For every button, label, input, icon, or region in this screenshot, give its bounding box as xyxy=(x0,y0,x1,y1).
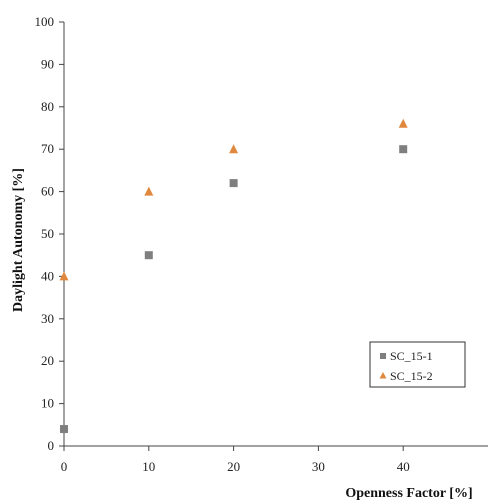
legend: SC_15-1 SC_15-2 xyxy=(369,341,466,388)
y-axis: 0 10 20 30 40 50 60 70 80 90 100 xyxy=(35,14,65,453)
y-tick-label: 100 xyxy=(35,14,55,29)
data-point-sc-15-1 xyxy=(60,425,68,434)
x-tick-label: 0 xyxy=(61,459,68,474)
y-tick-label: 0 xyxy=(48,438,55,453)
y-axis-title: Daylight Autonomy [%] xyxy=(11,168,26,312)
data-point-sc-15-2 xyxy=(59,271,69,281)
data-point-sc-15-1 xyxy=(229,179,238,188)
y-tick-label: 60 xyxy=(41,184,54,199)
x-tick-label: 20 xyxy=(227,459,240,474)
data-point-sc-15-1 xyxy=(399,145,408,154)
y-tick-label: 90 xyxy=(41,56,54,71)
legend-label-sc-15-1: SC_15-1 xyxy=(390,349,433,363)
y-tick-label: 40 xyxy=(41,268,54,283)
legend-marker-sc-15-2 xyxy=(379,372,387,379)
y-tick-label: 80 xyxy=(41,99,54,114)
data-point-sc-15-2 xyxy=(229,144,239,154)
y-tick-label: 70 xyxy=(41,141,54,156)
legend-box xyxy=(369,341,466,388)
x-tick-label: 10 xyxy=(142,459,155,474)
x-axis: 0 10 20 30 40 xyxy=(61,445,488,474)
x-tick-label: 40 xyxy=(397,459,410,474)
legend-label-sc-15-2: SC_15-2 xyxy=(390,369,433,383)
legend-marker-sc-15-1 xyxy=(380,353,386,359)
data-points xyxy=(59,118,408,434)
y-tick-label: 10 xyxy=(41,396,54,411)
x-axis-title: Openness Factor [%] xyxy=(345,486,472,501)
y-tick-label: 50 xyxy=(41,226,54,241)
data-point-sc-15-1 xyxy=(144,251,153,260)
data-point-sc-15-2 xyxy=(144,186,154,196)
x-tick-label: 30 xyxy=(312,459,325,474)
y-tick-label: 30 xyxy=(41,311,54,326)
data-point-sc-15-2 xyxy=(398,118,408,128)
y-tick-label: 20 xyxy=(41,353,54,368)
